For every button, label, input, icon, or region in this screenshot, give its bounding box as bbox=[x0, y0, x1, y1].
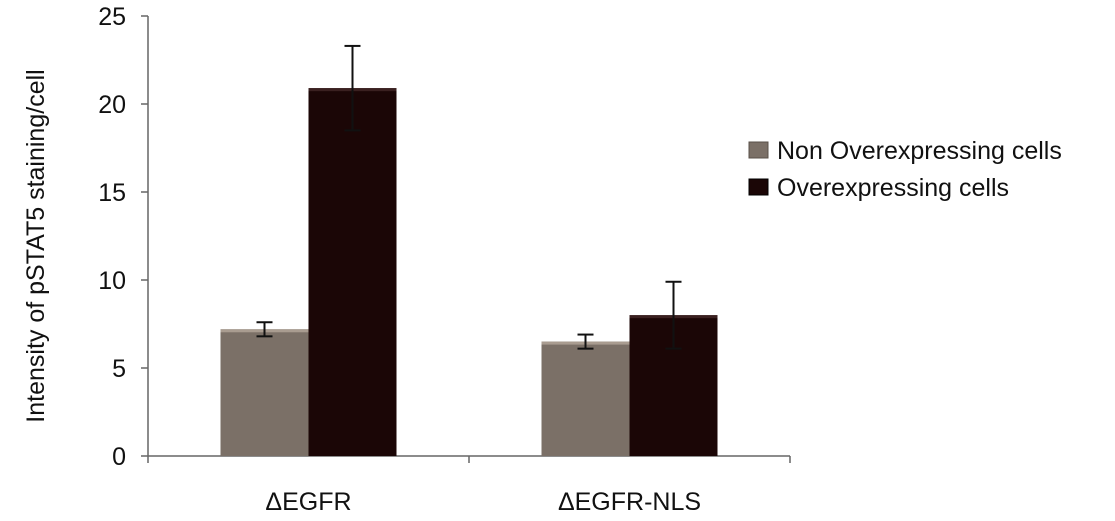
y-tick-label: 20 bbox=[98, 91, 126, 119]
y-tick-label: 25 bbox=[98, 3, 126, 31]
x-tick-label: ΔEGFR-NLS bbox=[558, 488, 701, 516]
bar-non-overexpressing bbox=[220, 329, 309, 456]
y-tick-label: 0 bbox=[112, 443, 126, 471]
y-axis-label: Intensity of pSTAT5 staining/cell bbox=[22, 69, 50, 422]
y-tick-label: 5 bbox=[112, 355, 126, 383]
bars bbox=[220, 88, 718, 456]
legend-label: Non Overexpressing cells bbox=[777, 137, 1062, 165]
legend-swatch bbox=[748, 178, 769, 196]
x-tick-label: ΔEGFR bbox=[265, 488, 351, 516]
axes: 0 5 10 15 20 25 ΔEGFR ΔEGFR-NLS bbox=[98, 3, 791, 516]
bar-overexpressing bbox=[308, 88, 397, 456]
legend-label: Overexpressing cells bbox=[777, 174, 1009, 202]
legend-swatch bbox=[748, 141, 769, 159]
y-tick-label: 10 bbox=[98, 267, 126, 295]
legend: Non Overexpressing cells Overexpressing c… bbox=[748, 137, 1062, 202]
bar-non-overexpressing bbox=[541, 341, 630, 456]
y-tick-label: 15 bbox=[98, 179, 126, 207]
error-bars bbox=[256, 44, 682, 350]
